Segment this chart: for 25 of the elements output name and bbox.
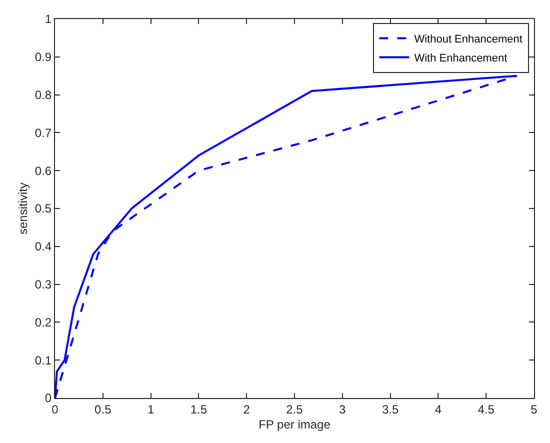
y-tick-label: 0.5 — [34, 202, 52, 216]
x-tick-label: 4 — [434, 402, 442, 416]
x-tick-label: 3.5 — [382, 402, 399, 416]
x-tick-label: 2 — [243, 402, 250, 416]
y-tick-label: 0 — [44, 391, 52, 406]
y-tick-label: 0.1 — [34, 353, 52, 368]
x-tick-label: 2.5 — [286, 402, 304, 416]
x-tick-label: 0.5 — [94, 402, 112, 416]
y-tick-label: 0.6 — [34, 164, 52, 178]
y-tick-label: 1 — [44, 12, 52, 26]
y-tick-label: 0.4 — [34, 240, 52, 254]
legend-label: With Enhancement — [414, 52, 508, 65]
x-tick-label: 5 — [530, 402, 538, 416]
x-axis-title: FP per image — [258, 417, 331, 432]
x-tick-label: 1 — [147, 402, 154, 416]
y-tick-label: 0.3 — [34, 278, 52, 292]
y-tick-label: 0.9 — [34, 50, 52, 64]
legend-label: Without Enhancement — [414, 34, 522, 46]
y-tick-label: 0.8 — [34, 88, 52, 102]
x-tick-label: 1.5 — [190, 402, 208, 416]
y-tick-label: 0.7 — [34, 126, 52, 140]
x-tick-label: 3 — [339, 402, 346, 416]
y-tick-label: 0.2 — [34, 315, 52, 330]
x-tick-label: 4.5 — [478, 402, 495, 416]
y-axis-title: sensitivity — [16, 182, 30, 235]
